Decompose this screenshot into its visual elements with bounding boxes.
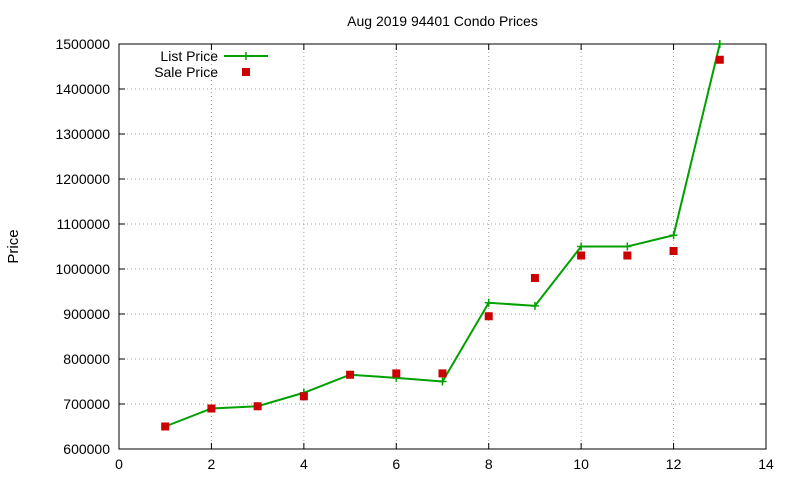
data-point xyxy=(669,231,678,240)
chart-title: Aug 2019 94401 Condo Prices xyxy=(347,13,538,29)
y-tick-label: 700000 xyxy=(63,396,110,412)
data-point xyxy=(438,377,447,386)
x-tick-label: 8 xyxy=(485,456,493,472)
data-point xyxy=(299,392,308,401)
y-tick-label: 900000 xyxy=(63,306,110,322)
x-tick-label: 6 xyxy=(392,456,400,472)
legend-label: List Price xyxy=(160,48,218,64)
data-point xyxy=(715,55,724,64)
legend-marker-swatch xyxy=(242,68,250,76)
y-tick-label: 600000 xyxy=(63,441,110,457)
data-point xyxy=(669,247,678,255)
x-tick-label: 0 xyxy=(115,456,123,472)
y-tick-label: 1300000 xyxy=(55,126,110,142)
x-tick-label: 4 xyxy=(300,456,308,472)
data-point xyxy=(623,242,632,251)
x-tick-label: 10 xyxy=(573,456,589,472)
data-point xyxy=(438,369,447,378)
data-point xyxy=(530,274,539,282)
data-point xyxy=(623,251,632,260)
y-tick-label: 800000 xyxy=(63,351,110,367)
y-tick-label: 1200000 xyxy=(55,171,110,187)
x-tick-label: 2 xyxy=(208,456,216,472)
y-tick-label: 1400000 xyxy=(55,81,110,97)
data-point xyxy=(484,298,493,307)
data-point xyxy=(161,422,170,431)
y-tick-label: 1000000 xyxy=(55,261,110,277)
data-point xyxy=(530,301,539,310)
axis-ticks: 0 2 4 6 8 10 12 14 600000 700000 800000 900000 10000… xyxy=(55,36,774,472)
series xyxy=(161,40,724,431)
x-tick-label: 12 xyxy=(666,456,682,472)
series-sale-price xyxy=(161,55,724,431)
series-line xyxy=(164,43,721,428)
legend-label: Sale Price xyxy=(154,64,218,80)
y-axis-title: Price xyxy=(5,229,22,263)
data-point xyxy=(253,402,262,411)
data-point xyxy=(346,370,355,379)
y-tick-label: 1500000 xyxy=(55,36,110,52)
legend-marker-swatch xyxy=(242,52,250,60)
grid xyxy=(119,44,766,449)
y-tick-label: 1100000 xyxy=(57,216,111,232)
data-point xyxy=(207,404,216,413)
data-point xyxy=(577,242,586,251)
data-point xyxy=(577,251,586,260)
data-point xyxy=(392,369,401,378)
plot-frame xyxy=(118,43,767,450)
data-point xyxy=(484,312,493,321)
data-point xyxy=(715,40,724,48)
x-tick-label: 14 xyxy=(758,456,774,472)
